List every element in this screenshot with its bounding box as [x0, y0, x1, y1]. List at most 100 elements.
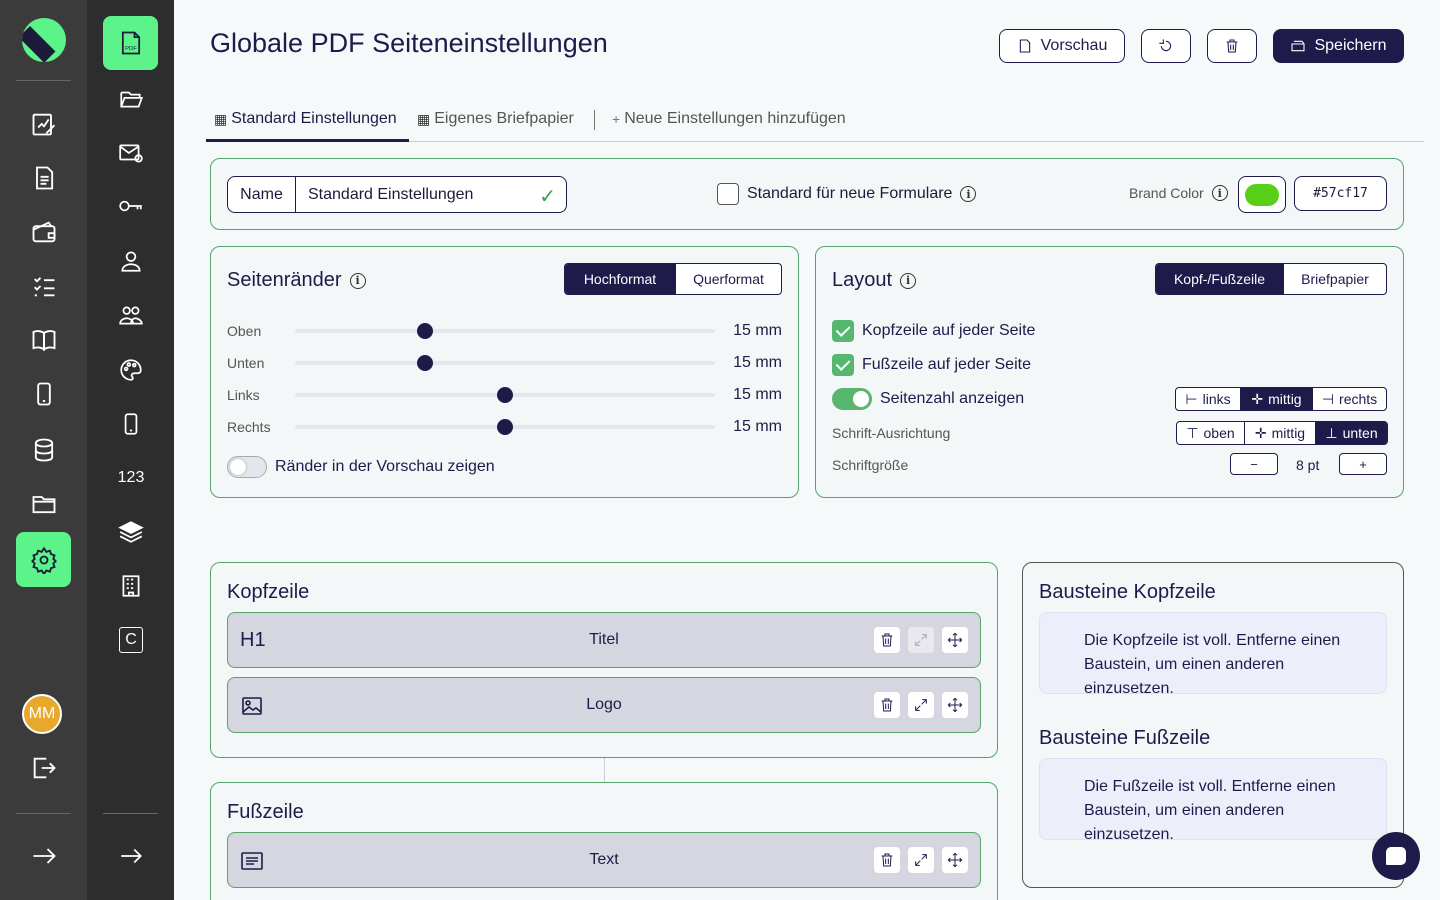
- header-zone-card: Kopfzeile H1 Titel Logo: [210, 562, 998, 758]
- user-icon[interactable]: [115, 245, 147, 277]
- info-icon[interactable]: i: [1211, 185, 1228, 201]
- footer-each-page-checkbox[interactable]: [832, 354, 854, 376]
- folder-open-icon[interactable]: [115, 83, 147, 115]
- tab-custom-letterhead[interactable]: ▦ Eigenes Briefpapier: [417, 110, 574, 128]
- default-checkbox[interactable]: [717, 183, 739, 205]
- footer-each-page-label: Fußzeile auf jeder Seite: [862, 356, 1031, 373]
- chat-support-button[interactable]: [1372, 832, 1420, 880]
- align-right-icon: ⊣: [1321, 390, 1335, 407]
- save-button[interactable]: Speichern: [1273, 29, 1404, 63]
- move-block-handle[interactable]: [942, 627, 968, 653]
- c-box-icon[interactable]: C: [115, 624, 147, 656]
- align-left-option[interactable]: ⊢ links: [1176, 388, 1240, 410]
- margin-slider-right[interactable]: [295, 419, 715, 435]
- h1-icon: H1: [240, 629, 266, 651]
- move-block-handle[interactable]: [942, 847, 968, 873]
- pdf-settings-nav-active[interactable]: PDF: [103, 16, 158, 70]
- wallet-icon[interactable]: [28, 216, 60, 248]
- tab-standard-settings[interactable]: ▦ Standard Einstellungen: [214, 110, 397, 128]
- slider-thumb[interactable]: [497, 387, 513, 403]
- user-avatar[interactable]: MM: [22, 694, 62, 734]
- expand-block-button[interactable]: [908, 627, 934, 653]
- margin-label: Unten: [227, 355, 265, 371]
- expand-arrow-icon[interactable]: [28, 840, 60, 872]
- expand-arrow-icon[interactable]: [115, 840, 147, 872]
- footer-zone-card: Fußzeile Text: [210, 782, 998, 900]
- plus-icon: +: [612, 111, 621, 127]
- align-middle-label: mittig: [1271, 425, 1306, 441]
- palette-icon[interactable]: [115, 354, 147, 386]
- tab-add-settings[interactable]: + Neue Einstellungen hinzufügen: [612, 110, 846, 128]
- portrait-option[interactable]: Hochformat: [565, 264, 675, 294]
- landscape-option[interactable]: Querformat: [675, 264, 781, 294]
- layers-icon[interactable]: [115, 516, 147, 548]
- font-size-increase-button[interactable]: +: [1339, 453, 1387, 475]
- delete-block-button[interactable]: [874, 627, 900, 653]
- delete-block-button[interactable]: [874, 692, 900, 718]
- margin-label: Links: [227, 387, 260, 403]
- margin-value: 15 mm: [733, 386, 782, 403]
- info-icon[interactable]: i: [349, 272, 366, 289]
- mail-at-icon[interactable]: [115, 137, 147, 169]
- name-field-group: Name Standard Einstellungen ✓: [227, 176, 567, 213]
- margins-title-row: Seitenränder i: [227, 269, 366, 292]
- counter-123-icon[interactable]: 123: [117, 469, 145, 486]
- building-icon[interactable]: [115, 570, 147, 602]
- footer-block-text[interactable]: Text: [227, 832, 981, 888]
- checklist-icon[interactable]: [28, 270, 60, 302]
- margin-slider-top[interactable]: [295, 323, 715, 339]
- header-each-page-checkbox[interactable]: [832, 320, 854, 342]
- slider-thumb[interactable]: [497, 419, 513, 435]
- move-icon: [947, 697, 963, 713]
- header-block-title[interactable]: H1 Titel: [227, 612, 981, 668]
- sub-nav-rail: PDF 123 C: [87, 0, 174, 900]
- font-size-decrease-button[interactable]: −: [1230, 453, 1278, 475]
- document-icon[interactable]: [28, 162, 60, 194]
- settings-nav-active[interactable]: [16, 532, 71, 587]
- align-right-label: rechts: [1339, 391, 1378, 407]
- preview-button[interactable]: Vorschau: [999, 29, 1125, 63]
- move-icon: [947, 632, 963, 648]
- header-block-logo[interactable]: Logo: [227, 677, 981, 733]
- text-icon: [240, 849, 264, 879]
- book-icon[interactable]: [28, 324, 60, 356]
- edit-form-icon[interactable]: [28, 108, 60, 140]
- preview-button-label: Vorschau: [1040, 37, 1108, 54]
- app-logo[interactable]: [22, 18, 66, 62]
- expand-block-button[interactable]: [908, 847, 934, 873]
- align-right-option[interactable]: ⊣ rechts: [1312, 388, 1386, 410]
- delete-button[interactable]: [1207, 29, 1257, 63]
- mobile-icon[interactable]: [115, 408, 147, 440]
- expand-icon: [915, 634, 927, 646]
- align-bottom-option[interactable]: ⊥ unten: [1315, 422, 1387, 444]
- header-footer-option[interactable]: Kopf-/Fußzeile: [1156, 264, 1283, 294]
- delete-block-button[interactable]: [874, 847, 900, 873]
- users-icon[interactable]: [115, 299, 147, 331]
- expand-block-button[interactable]: [908, 692, 934, 718]
- key-icon[interactable]: [115, 190, 147, 222]
- slider-thumb[interactable]: [417, 355, 434, 371]
- page-number-toggle[interactable]: [832, 388, 872, 410]
- reset-button[interactable]: [1141, 29, 1191, 63]
- brand-color-hex-input[interactable]: #57cf17: [1294, 176, 1387, 211]
- align-middle-option[interactable]: ✛ mittig: [1244, 422, 1315, 444]
- margin-slider-left[interactable]: [295, 387, 715, 403]
- info-icon[interactable]: i: [900, 272, 917, 289]
- show-margins-toggle[interactable]: [227, 456, 267, 478]
- align-top-option[interactable]: ⊤ oben: [1177, 422, 1244, 444]
- align-middle-icon: ✛: [1254, 424, 1267, 441]
- info-icon[interactable]: i: [960, 186, 977, 202]
- slider-thumb[interactable]: [417, 323, 434, 339]
- align-center-option[interactable]: ✛ mittig: [1240, 388, 1312, 410]
- trash-icon: [881, 698, 893, 712]
- name-input[interactable]: Standard Einstellungen ✓: [296, 177, 566, 212]
- margin-slider-bottom[interactable]: [295, 355, 715, 371]
- mobile-icon[interactable]: [28, 378, 60, 410]
- logout-icon[interactable]: [28, 752, 60, 784]
- letterhead-option[interactable]: Briefpapier: [1283, 264, 1386, 294]
- move-block-handle[interactable]: [942, 692, 968, 718]
- divider: [103, 813, 158, 814]
- database-icon[interactable]: [28, 434, 60, 466]
- folder-icon[interactable]: [28, 488, 60, 520]
- brand-color-picker[interactable]: [1238, 176, 1286, 213]
